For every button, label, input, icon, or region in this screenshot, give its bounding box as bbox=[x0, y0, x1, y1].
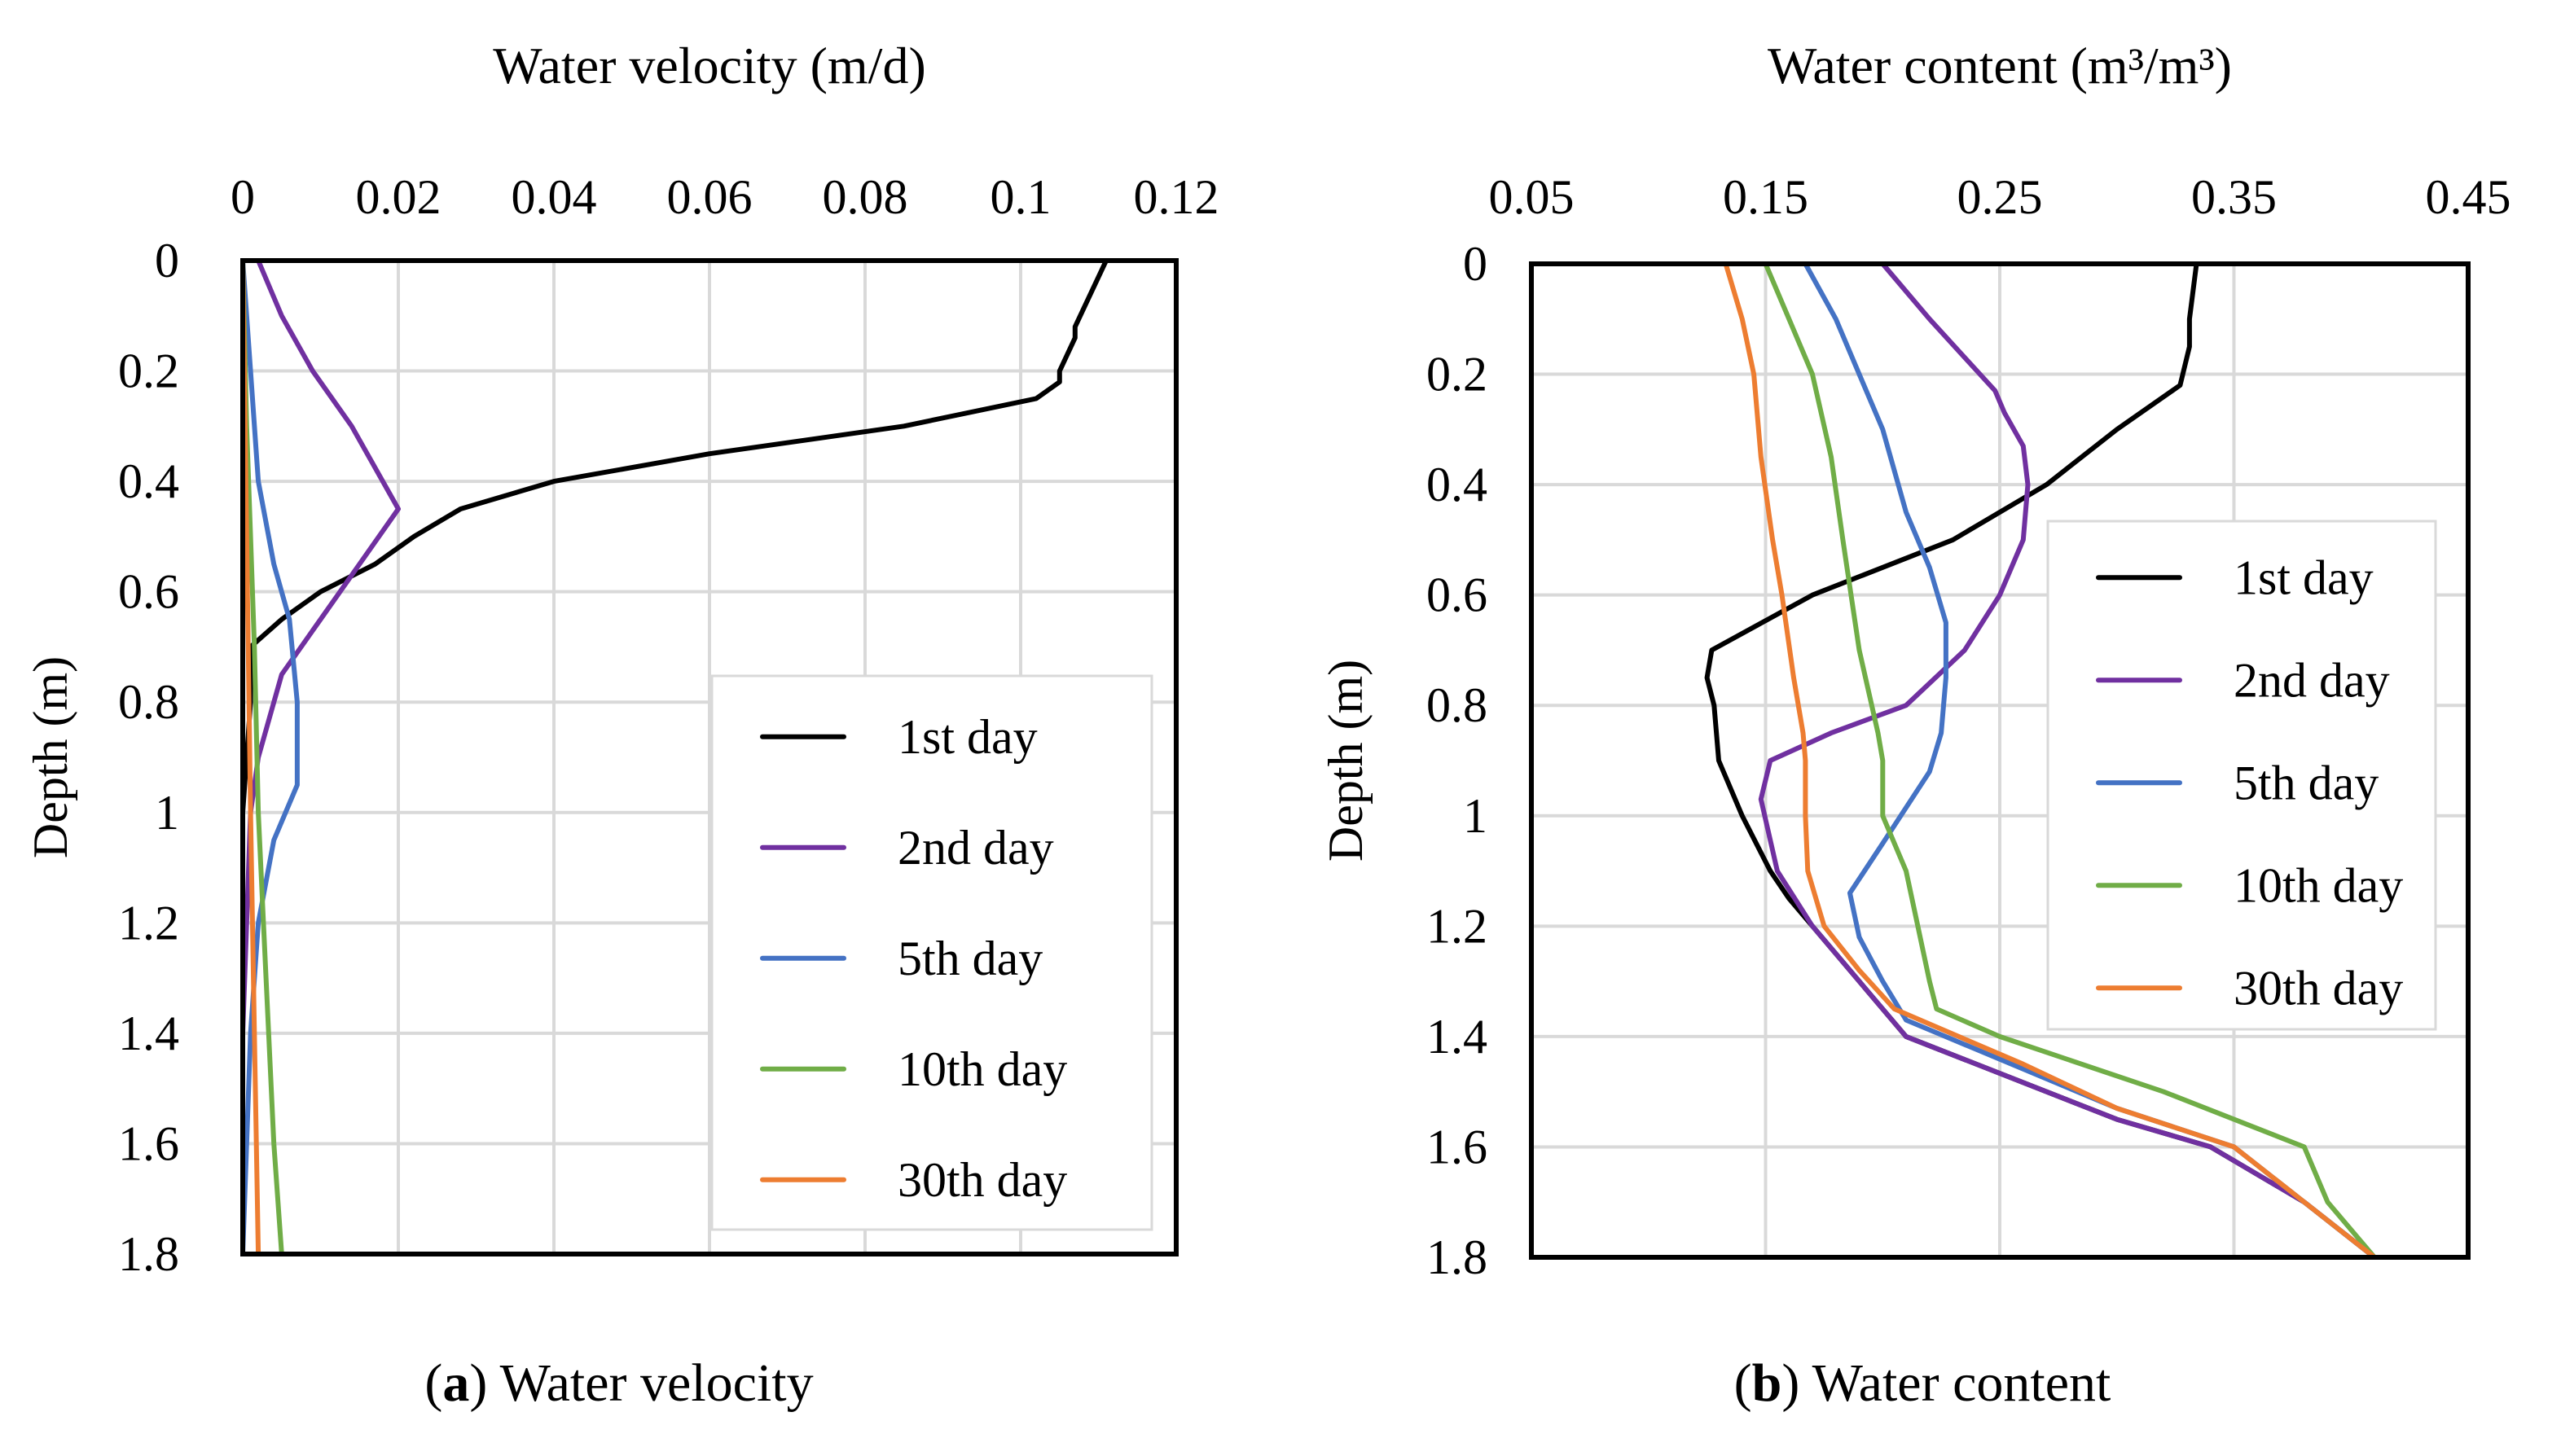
content-caption-letter: b bbox=[1752, 1353, 1782, 1413]
velocity-legend: 1st day 2nd day 5th day 10th day 30th day bbox=[710, 674, 1153, 1231]
content-legend-label: 1st day bbox=[2234, 550, 2374, 604]
velocity-legend-label: 1st day bbox=[898, 710, 1038, 764]
velocity-series-30th-day-line bbox=[240, 258, 261, 1256]
velocity-x-axis-title: Water velocity (m/d) bbox=[493, 37, 926, 94]
content-y-tick-label: 0.8 bbox=[1426, 678, 1487, 732]
velocity-legend-label: 5th day bbox=[898, 932, 1043, 985]
velocity-lines bbox=[240, 258, 1109, 1256]
content-series-2nd-day-line bbox=[1758, 261, 2377, 1260]
velocity-x-tick-label: 0 bbox=[231, 170, 255, 224]
content-x-ticks: 0.05 0.15 0.25 0.35 0.45 bbox=[1489, 170, 2511, 224]
velocity-x-tick-label: 0.12 bbox=[1134, 170, 1219, 224]
velocity-y-tick-label: 0.2 bbox=[118, 344, 179, 398]
content-x-tick-label: 0.45 bbox=[2426, 170, 2511, 224]
velocity-x-tick-label: 0.04 bbox=[512, 170, 597, 224]
content-caption: (b) Water content bbox=[1734, 1353, 2111, 1413]
velocity-caption-text: Water velocity bbox=[500, 1353, 814, 1413]
velocity-legend-label: 10th day bbox=[898, 1042, 1067, 1096]
velocity-legend-label: 2nd day bbox=[898, 821, 1054, 875]
content-y-tick-label: 1.8 bbox=[1426, 1230, 1487, 1284]
velocity-y-tick-label: 1 bbox=[155, 786, 179, 840]
content-x-tick-label: 0.35 bbox=[2191, 170, 2277, 224]
content-x-tick-label: 0.15 bbox=[1723, 170, 1808, 224]
content-series-30th-day-line bbox=[1723, 261, 2377, 1260]
velocity-x-tick-label: 0.06 bbox=[667, 170, 753, 224]
content-legend-label: 2nd day bbox=[2234, 653, 2390, 707]
velocity-caption-letter: a bbox=[442, 1353, 469, 1413]
velocity-y-tick-label: 1.2 bbox=[118, 896, 179, 949]
velocity-series-2nd-day-line bbox=[240, 258, 401, 1256]
velocity-y-tick-label: 0.6 bbox=[118, 565, 179, 619]
content-y-tick-label: 1 bbox=[1463, 789, 1487, 843]
content-x-axis-title: Water content (m³/m³) bbox=[1768, 37, 2232, 94]
content-legend-label: 5th day bbox=[2234, 756, 2379, 809]
content-y-tick-label: 0 bbox=[1463, 237, 1487, 291]
content-x-tick-label: 0.25 bbox=[1957, 170, 2043, 224]
velocity-x-ticks: 0 0.02 0.04 0.06 0.08 0.1 0.12 bbox=[231, 170, 1219, 224]
velocity-y-tick-label: 1.8 bbox=[118, 1227, 179, 1281]
velocity-legend-box bbox=[710, 674, 1153, 1231]
velocity-y-tick-label: 0 bbox=[155, 234, 179, 287]
content-y-axis-title: Depth (m) bbox=[1319, 660, 1373, 862]
content-chart: Water content (m³/m³) 0.05 0.15 0.25 0.35 0.… bbox=[1319, 37, 2511, 1413]
content-legend-label: 30th day bbox=[2234, 961, 2403, 1015]
content-y-tick-label: 0.6 bbox=[1426, 568, 1487, 622]
velocity-x-tick-label: 0.02 bbox=[356, 170, 441, 224]
content-legend-box bbox=[2046, 520, 2437, 1031]
velocity-plot-frame bbox=[240, 258, 1179, 1256]
content-caption-text: Water content bbox=[1812, 1353, 2111, 1413]
content-y-ticks: 0 0.2 0.4 0.6 0.8 1 1.2 1.4 1.6 1.8 bbox=[1426, 237, 1487, 1284]
content-legend: 1st day 2nd day 5th day 10th day 30th day bbox=[2046, 520, 2437, 1031]
content-x-tick-label: 0.05 bbox=[1489, 170, 1575, 224]
velocity-y-axis-title: Depth (m) bbox=[24, 656, 77, 858]
content-y-tick-label: 0.4 bbox=[1426, 458, 1487, 511]
velocity-chart: Water velocity (m/d) 0 0.02 0.04 0.06 0.08 0.… bbox=[24, 37, 1219, 1413]
velocity-y-tick-label: 1.4 bbox=[118, 1006, 179, 1060]
velocity-caption: (a) Water velocity bbox=[424, 1353, 813, 1413]
content-lines bbox=[1704, 261, 2377, 1260]
velocity-y-tick-label: 0.4 bbox=[118, 454, 179, 508]
velocity-y-tick-label: 0.8 bbox=[118, 675, 179, 729]
content-y-tick-label: 1.2 bbox=[1426, 899, 1487, 953]
velocity-legend-label: 30th day bbox=[898, 1153, 1067, 1207]
velocity-y-ticks: 0 0.2 0.4 0.6 0.8 1 1.2 1.4 1.6 1.8 bbox=[118, 234, 179, 1281]
velocity-x-tick-label: 0.1 bbox=[991, 170, 1052, 224]
velocity-x-tick-label: 0.08 bbox=[823, 170, 908, 224]
velocity-y-tick-label: 1.6 bbox=[118, 1116, 179, 1170]
velocity-series-5th-day-line bbox=[240, 258, 300, 1256]
content-y-tick-label: 1.6 bbox=[1426, 1120, 1487, 1173]
content-plot-frame bbox=[1529, 261, 2471, 1260]
content-series-10th-day-line bbox=[1763, 261, 2377, 1260]
content-y-tick-label: 0.2 bbox=[1426, 348, 1487, 401]
content-y-tick-label: 1.4 bbox=[1426, 1010, 1487, 1063]
content-legend-label: 10th day bbox=[2234, 858, 2403, 912]
